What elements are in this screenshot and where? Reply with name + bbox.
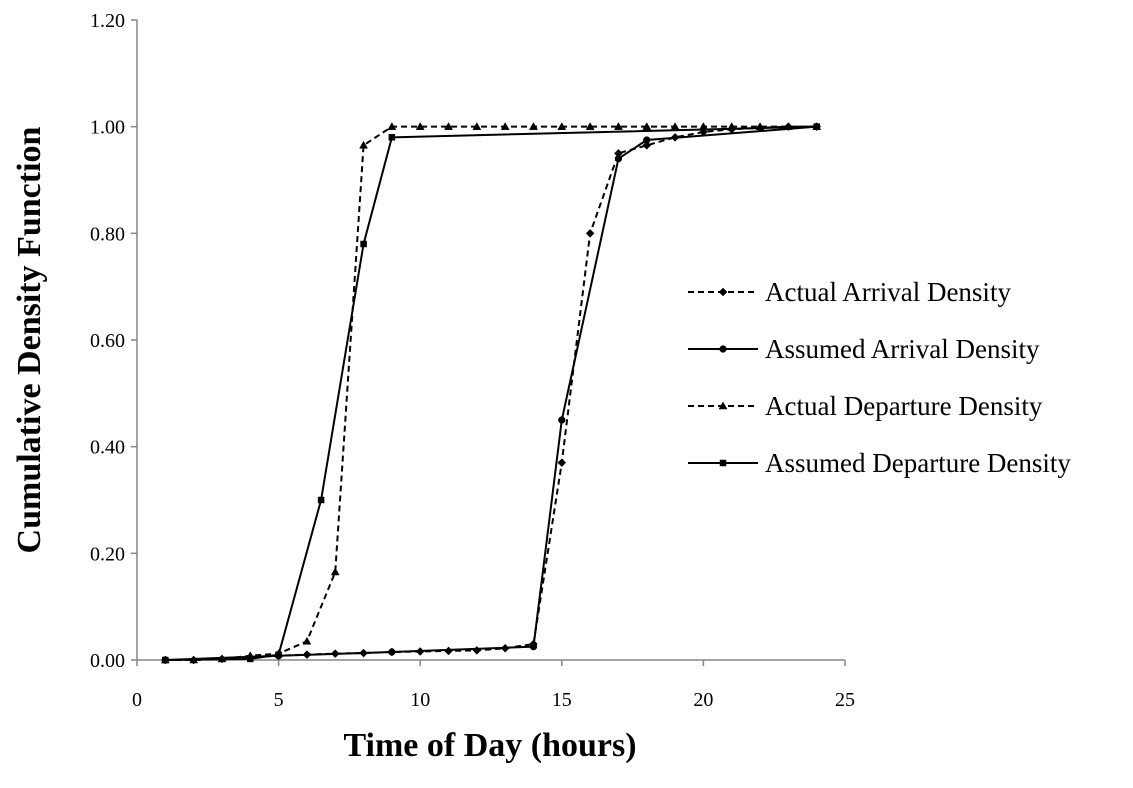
legend-item: Assumed Departure Density	[688, 448, 1071, 478]
series-line	[165, 125, 817, 661]
data-point	[472, 646, 482, 655]
legend-marker	[718, 287, 728, 297]
y-tick-label: 0.40	[90, 437, 125, 459]
data-point	[388, 134, 396, 141]
data-point	[247, 655, 254, 663]
y-tick-label: 0.60	[90, 330, 125, 352]
legend-marker	[719, 345, 727, 353]
legend: Actual Arrival Density Assumed Arrival De…	[688, 277, 1071, 478]
data-point	[585, 122, 595, 130]
legend-item: Assumed Arrival Density	[688, 334, 1040, 364]
data-point	[614, 155, 623, 163]
y-tick-label: 1.00	[90, 117, 125, 139]
axes: 0.00 0.20 0.40 0.60 0.80 1.00 1.20 0 5 10 15 20 25	[90, 10, 855, 711]
data-point	[415, 122, 425, 130]
data-point	[558, 416, 566, 424]
legend-marker	[719, 459, 727, 467]
data-point	[330, 567, 340, 576]
x-tick-label: 25	[835, 689, 855, 711]
data-point	[317, 496, 325, 504]
y-tick-label: 1.20	[90, 10, 125, 32]
data-point	[643, 136, 651, 144]
legend-item: Actual Arrival Density	[688, 277, 1011, 307]
x-axis-title: Time of Day (hours)	[343, 727, 636, 764]
series-line	[165, 125, 817, 661]
data-point	[557, 122, 567, 130]
legend-label: Assumed Arrival Density	[765, 334, 1040, 364]
data-point	[388, 648, 396, 656]
legend-item: Actual Departure Density	[688, 391, 1043, 421]
series-layer	[160, 122, 822, 665]
data-point	[359, 140, 368, 149]
data-point	[614, 122, 623, 130]
x-tick-label: 20	[693, 689, 713, 711]
y-axis-title: Cumulative Density Function	[11, 126, 48, 553]
series-1	[160, 122, 822, 665]
data-point	[813, 123, 820, 130]
series-4	[162, 123, 820, 664]
x-tick-label: 5	[274, 689, 284, 711]
y-tick-label: 0.80	[90, 223, 125, 245]
legend-label: Actual Arrival Density	[765, 277, 1011, 307]
data-point	[275, 651, 282, 658]
series-3	[160, 122, 822, 664]
x-tick-label: 10	[410, 689, 430, 711]
data-point	[529, 643, 538, 651]
data-point	[302, 636, 312, 645]
x-tick-label: 0	[132, 689, 142, 711]
data-point	[444, 122, 453, 130]
data-point	[162, 656, 169, 664]
data-point	[585, 228, 595, 238]
x-tick-label: 15	[552, 689, 572, 711]
data-point	[387, 122, 397, 130]
data-point	[500, 122, 510, 130]
series-line	[165, 125, 817, 661]
series-line	[165, 125, 817, 661]
series-2	[161, 123, 821, 664]
data-point	[642, 122, 652, 130]
legend-label: Assumed Departure Density	[765, 448, 1071, 478]
data-point	[642, 140, 652, 150]
legend-marker	[718, 401, 728, 410]
y-tick-label: 0.20	[90, 543, 125, 565]
legend-label: Actual Departure Density	[765, 391, 1043, 421]
data-point	[472, 122, 482, 130]
data-point	[360, 240, 367, 248]
y-tick-label: 0.00	[90, 650, 125, 672]
data-point	[529, 122, 538, 130]
data-point	[557, 458, 567, 468]
